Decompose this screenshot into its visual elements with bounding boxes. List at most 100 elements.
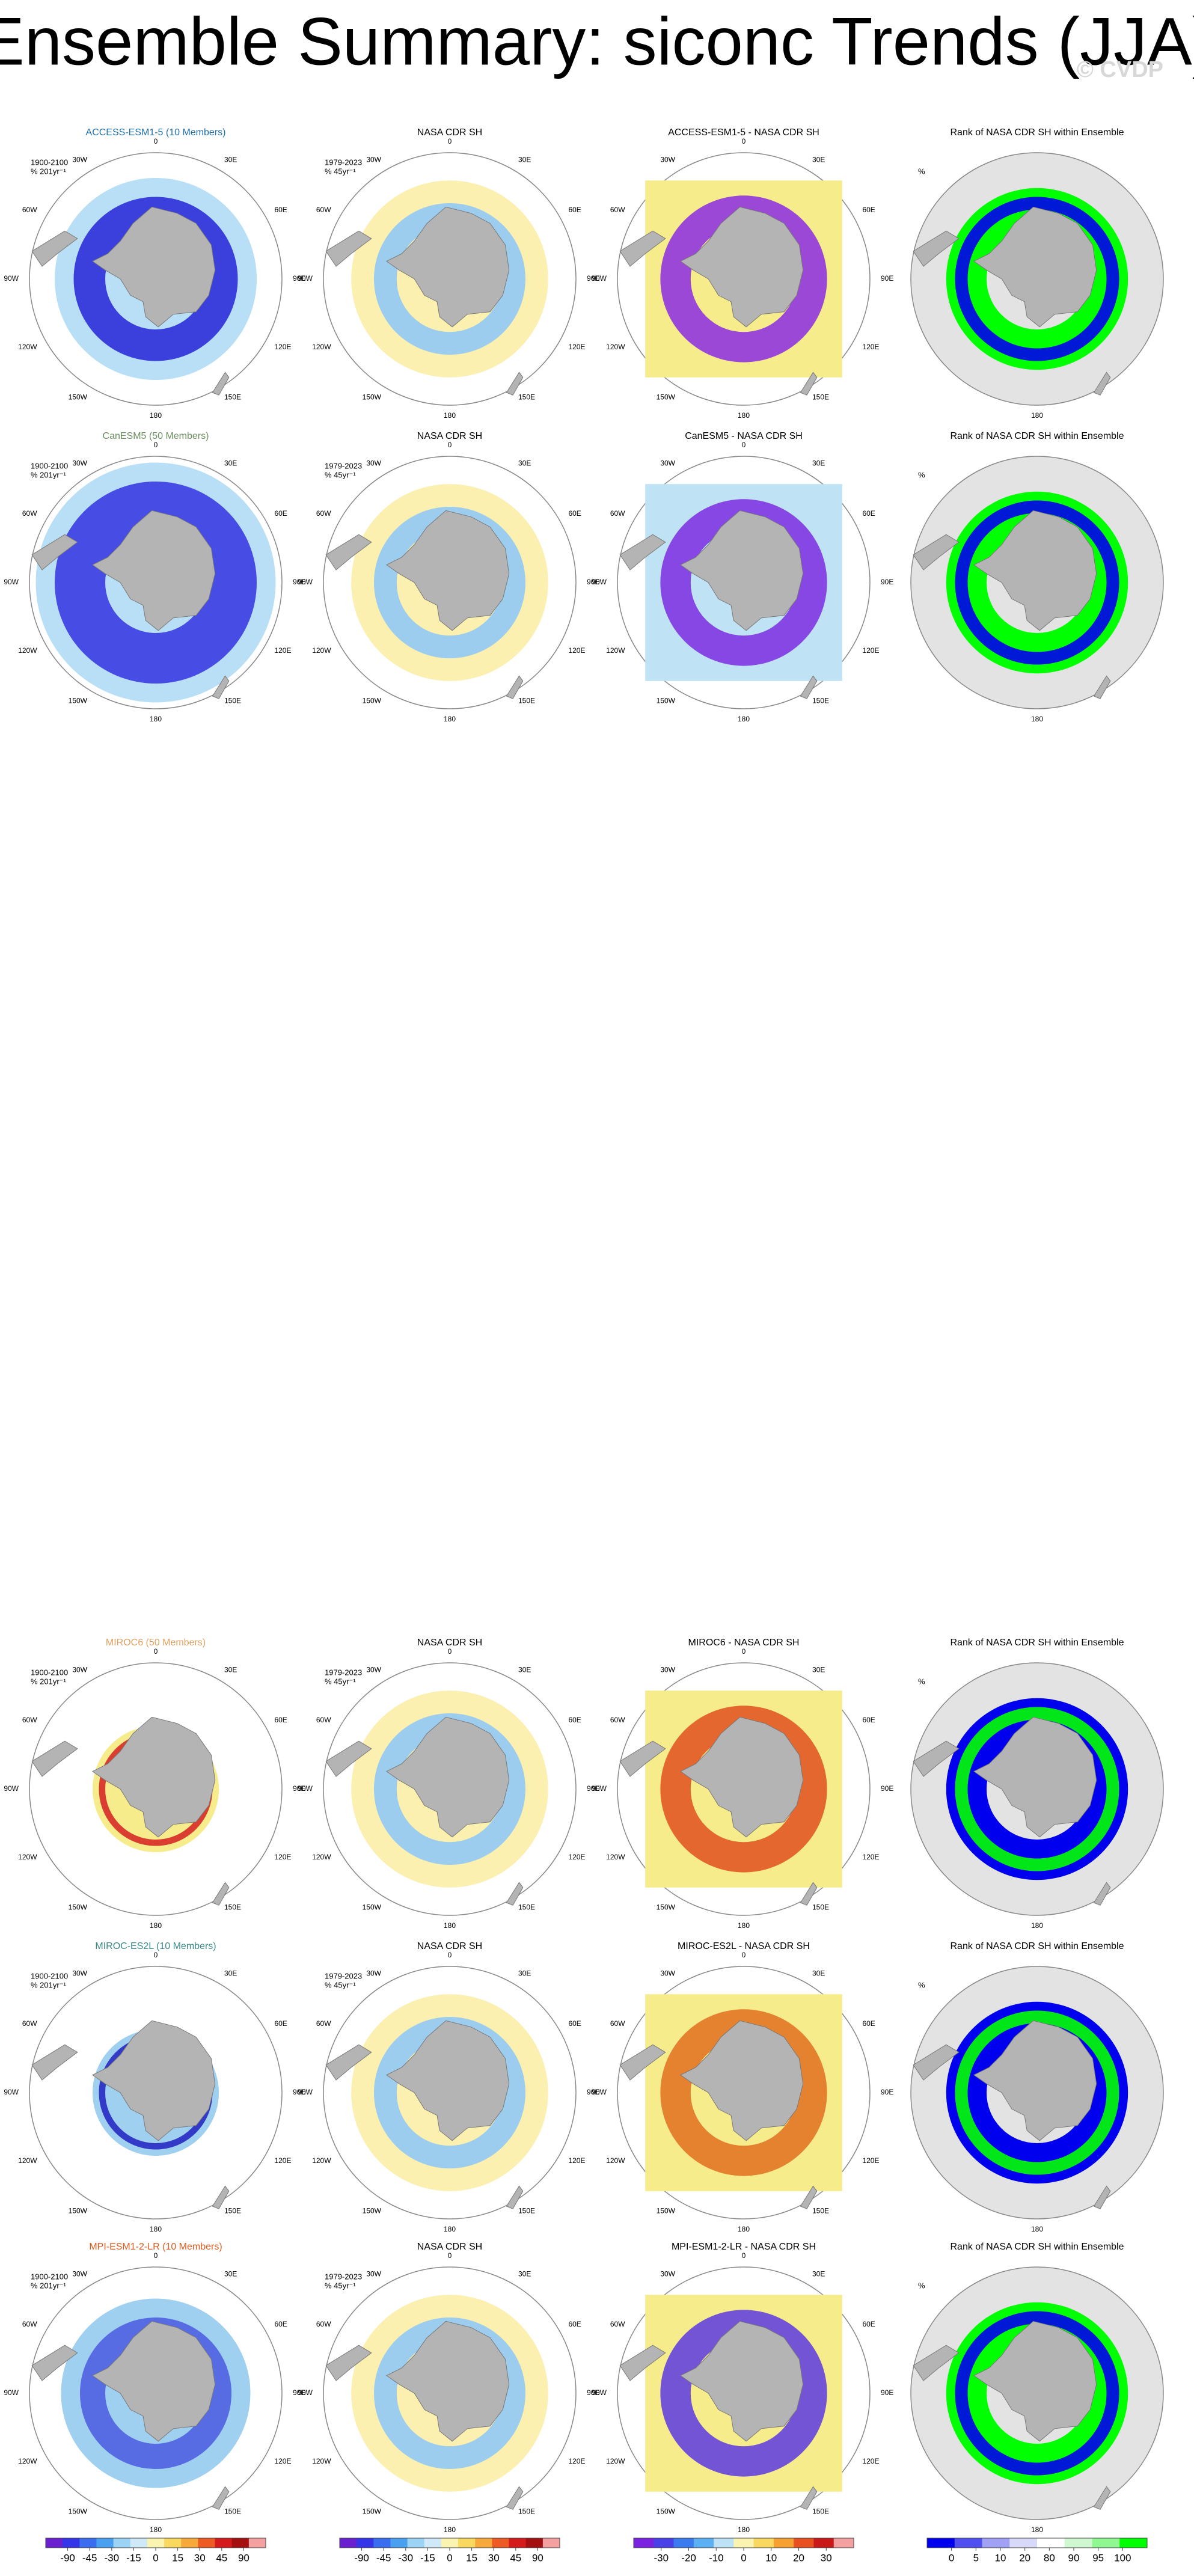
longitude-label: 90W xyxy=(4,578,19,586)
longitude-label: 90W xyxy=(592,2388,607,2397)
antarctica xyxy=(386,206,510,328)
colorbar-label: 95 xyxy=(1092,2552,1104,2563)
longitude-label: 90E xyxy=(587,2088,599,2096)
colorbar-label: -30 xyxy=(105,2552,120,2563)
longitude-label: 60W xyxy=(610,206,625,214)
colorbar-label: 20 xyxy=(793,2552,804,2563)
longitude-label: 60W xyxy=(22,509,37,518)
longitude-label: 120E xyxy=(862,1853,879,1861)
colorbar-swatch xyxy=(96,2538,114,2548)
longitude-label: 60W xyxy=(610,1716,625,1724)
colorbar-swatch xyxy=(130,2538,148,2548)
colorbar-swatch xyxy=(475,2538,492,2548)
longitude-label: 180 xyxy=(150,1921,162,1930)
colorbar-swatch xyxy=(1009,2538,1038,2548)
map-panel: Rank of NASA CDR SH within Ensemble 180% xyxy=(910,431,1164,723)
units-label: % xyxy=(918,1677,925,1686)
antarctica xyxy=(680,1716,804,1838)
longitude-label: 30E xyxy=(518,2270,531,2278)
longitude-label: 30W xyxy=(366,1969,381,1978)
longitude-label: 0 xyxy=(154,1647,158,1656)
antarctica xyxy=(92,2020,216,2141)
antarctica xyxy=(680,510,804,631)
longitude-label: 120E xyxy=(862,2156,879,2165)
new-zealand xyxy=(800,2486,818,2510)
colorbar-swatch xyxy=(407,2538,425,2548)
colorbar-label: 10 xyxy=(765,2552,777,2563)
colorbar-swatch xyxy=(424,2538,442,2548)
colorbar-swatch xyxy=(982,2538,1010,2548)
longitude-label: 0 xyxy=(154,441,158,449)
colorbar-label: -15 xyxy=(126,2552,141,2563)
panel-title: NASA CDR SH xyxy=(417,2242,482,2252)
longitude-label: 90E xyxy=(881,1784,893,1793)
colorbar-swatch xyxy=(813,2538,834,2548)
longitude-label: 120W xyxy=(18,343,37,351)
longitude-label: 0 xyxy=(448,1951,452,1959)
longitude-label: 60W xyxy=(22,2320,37,2328)
colorbar-swatch xyxy=(492,2538,510,2548)
longitude-label: 120W xyxy=(312,343,331,351)
longitude-label: 60W xyxy=(316,206,331,214)
south-america xyxy=(913,534,960,571)
new-zealand xyxy=(800,372,818,396)
panel-title: Rank of NASA CDR SH within Ensemble xyxy=(951,127,1124,138)
panel-title: Rank of NASA CDR SH within Ensemble xyxy=(951,2242,1124,2252)
panel-title: Rank of NASA CDR SH within Ensemble xyxy=(951,1941,1124,1951)
longitude-label: 0 xyxy=(742,1951,746,1959)
south-america xyxy=(325,534,372,571)
units-label: % xyxy=(918,2281,925,2290)
units-label: 1979-2023 xyxy=(325,2272,362,2281)
colorbar-swatch xyxy=(794,2538,814,2548)
longitude-label: 150W xyxy=(69,2507,88,2516)
longitude-label: 90E xyxy=(881,2088,893,2096)
new-zealand xyxy=(506,2185,524,2209)
longitude-label: 90E xyxy=(293,274,305,283)
longitude-label: 150E xyxy=(518,697,535,705)
colorbar-label: 45 xyxy=(216,2552,227,2563)
new-zealand xyxy=(1093,2185,1111,2209)
units-label: 1900-2100 xyxy=(31,158,68,167)
colorbar-swatch xyxy=(773,2538,794,2548)
colorbar-label: 10 xyxy=(995,2552,1006,2563)
south-america xyxy=(619,534,666,571)
longitude-label: 90W xyxy=(4,1784,19,1793)
longitude-label: 90W xyxy=(298,578,313,586)
longitude-label: 0 xyxy=(448,441,452,449)
south-america xyxy=(913,230,960,267)
colorbar-swatch xyxy=(1119,2538,1148,2548)
units-label: 1900-2100 xyxy=(31,1971,68,1980)
longitude-label: 0 xyxy=(448,1647,452,1656)
longitude-label: 90W xyxy=(592,274,607,283)
colorbar-swatch xyxy=(753,2538,774,2548)
panel-title: NASA CDR SH xyxy=(417,1638,482,1648)
longitude-label: 60W xyxy=(610,509,625,518)
colorbar-swatch xyxy=(509,2538,527,2548)
new-zealand xyxy=(506,2486,524,2510)
colorbar-swatch xyxy=(113,2538,131,2548)
south-america xyxy=(325,1740,372,1777)
units-label: 1979-2023 xyxy=(325,461,362,470)
longitude-label: 180 xyxy=(444,411,456,420)
longitude-label: 60W xyxy=(316,509,331,518)
longitude-label: 30W xyxy=(72,1666,87,1674)
south-america xyxy=(325,2044,372,2081)
colorbar-label: 0 xyxy=(447,2552,452,2563)
units-label: % 201yr⁻¹ xyxy=(31,1980,67,1989)
longitude-label: 60W xyxy=(22,1716,37,1724)
antarctica xyxy=(386,2020,510,2141)
colorbar-swatch xyxy=(733,2538,755,2548)
longitude-label: 120W xyxy=(606,2156,625,2165)
south-america xyxy=(619,1740,666,1777)
colorbar-label: -30 xyxy=(654,2552,669,2563)
units-label: 1979-2023 xyxy=(325,1668,362,1677)
longitude-label: 0 xyxy=(154,1951,158,1959)
units-label: % 45yr⁻¹ xyxy=(325,2281,356,2290)
colorbar-swatch xyxy=(954,2538,982,2548)
colorbar-swatch xyxy=(215,2538,233,2548)
longitude-label: 90W xyxy=(4,2388,19,2397)
south-america xyxy=(913,1740,960,1777)
longitude-label: 0 xyxy=(742,2251,746,2260)
units-label: 1979-2023 xyxy=(325,1971,362,1980)
longitude-label: 180 xyxy=(444,715,456,723)
